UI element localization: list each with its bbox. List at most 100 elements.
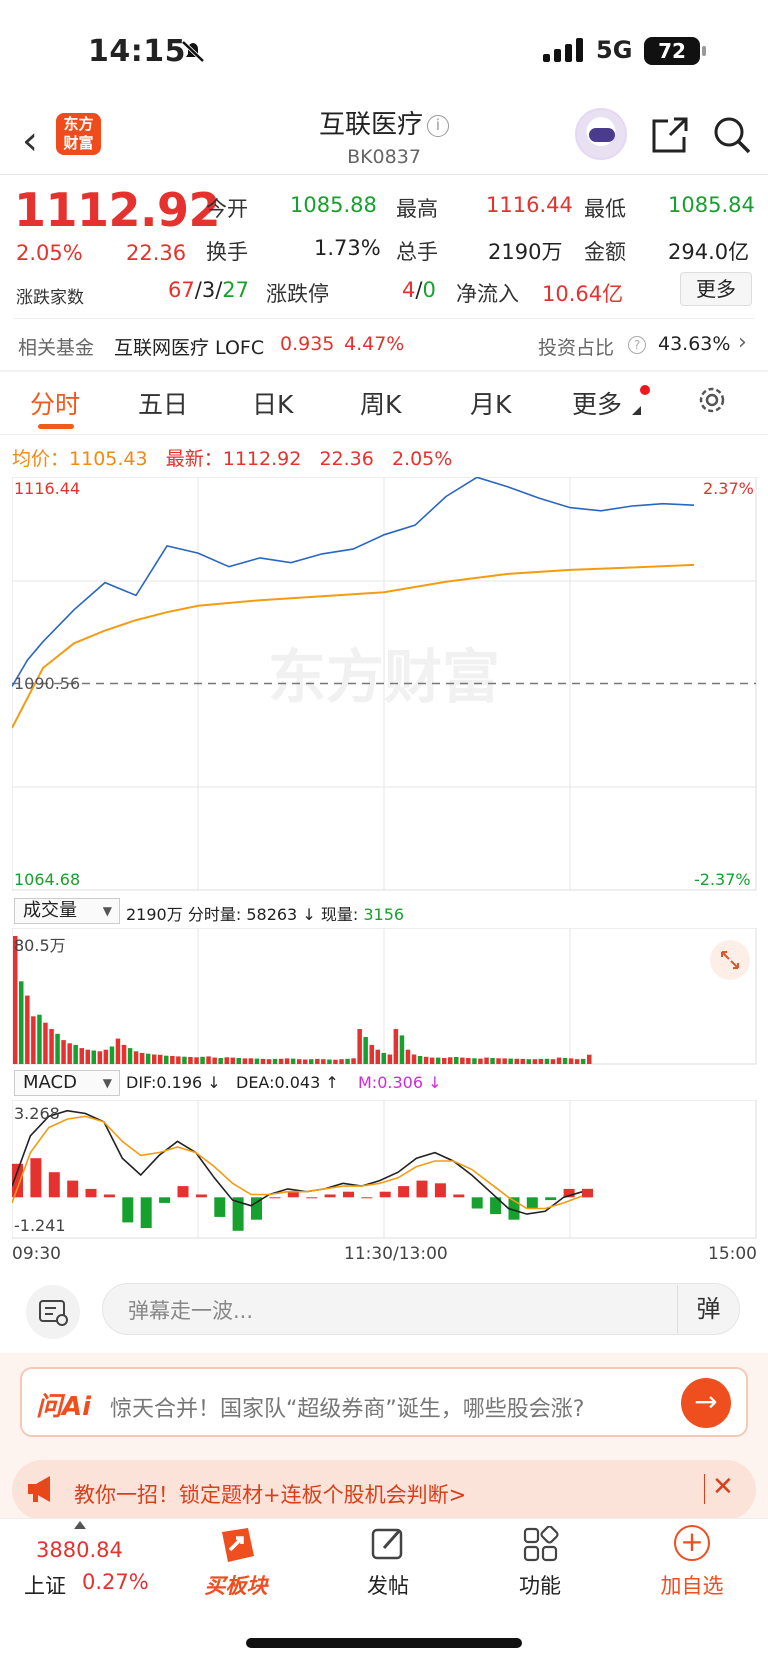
edit-post-icon bbox=[371, 1528, 403, 1560]
macd-indicator-dropdown[interactable]: MACD ▼ bbox=[14, 1070, 120, 1096]
volume-bar bbox=[484, 1057, 489, 1064]
ai-logo: 问Ai bbox=[36, 1392, 92, 1422]
index-name[interactable]: 上证 bbox=[24, 1574, 66, 1598]
macd-histogram-bar bbox=[287, 1191, 299, 1198]
nav-post[interactable]: 发帖 bbox=[367, 1574, 409, 1598]
danmaku-toggle-button[interactable]: 弹 bbox=[677, 1285, 739, 1333]
latest-value: 1112.92 bbox=[222, 448, 302, 470]
volume-bar bbox=[423, 1056, 429, 1064]
dropdown-label: MACD bbox=[23, 1072, 77, 1093]
list-settings-icon bbox=[39, 1300, 68, 1326]
ai-question-banner[interactable] bbox=[20, 1367, 748, 1437]
page-title[interactable]: 互联医疗 i bbox=[0, 104, 768, 141]
volume-bar bbox=[562, 1058, 568, 1064]
volume-bar bbox=[363, 1037, 368, 1064]
tip-close-button[interactable]: ✕ bbox=[712, 1472, 734, 1502]
expand-button[interactable] bbox=[710, 940, 750, 980]
intraday-price-chart[interactable]: 东方财富 bbox=[12, 477, 757, 891]
macd-histogram-bar bbox=[195, 1194, 207, 1198]
megaphone-icon bbox=[28, 1476, 50, 1502]
current-value: 3156 bbox=[363, 905, 405, 924]
macd-histogram-bar bbox=[379, 1191, 391, 1198]
volume-bar bbox=[25, 995, 30, 1064]
functions-grid-icon bbox=[523, 1526, 559, 1562]
nav-buy-sector[interactable]: 买板块 bbox=[204, 1574, 268, 1598]
high-label: 最高 bbox=[396, 197, 438, 221]
volume-bar bbox=[13, 936, 18, 1064]
pct-label-bottom: -2.37% bbox=[694, 870, 751, 889]
fund-name[interactable]: 互联网医疗 LOFC bbox=[114, 337, 265, 359]
intraday-summary: 均价：1105.43 最新：1112.92 22.36 2.05% bbox=[12, 444, 452, 471]
share-icon[interactable] bbox=[650, 115, 690, 155]
nav-functions[interactable]: 功能 bbox=[519, 1574, 561, 1598]
limit-label: 涨跌停 bbox=[266, 282, 329, 306]
search-icon[interactable] bbox=[712, 115, 752, 155]
volume-bar bbox=[411, 1054, 417, 1064]
tab-weekly-k[interactable]: 周K bbox=[360, 390, 402, 419]
volume-bar bbox=[182, 1056, 187, 1064]
volume-indicator-dropdown[interactable]: 成交量 ▼ bbox=[14, 898, 120, 924]
turnover-value: 1.73% bbox=[314, 236, 381, 260]
volume-bar bbox=[224, 1057, 229, 1064]
pct-label-top: 2.37% bbox=[703, 479, 754, 498]
info-icon[interactable]: i bbox=[427, 115, 449, 137]
ai-go-button[interactable]: → bbox=[681, 1378, 731, 1428]
macd-histogram-bar bbox=[140, 1197, 152, 1228]
more-button[interactable]: 更多 bbox=[680, 272, 752, 306]
tab-monthly-k[interactable]: 月K bbox=[470, 390, 512, 419]
volume-bar bbox=[230, 1057, 235, 1064]
tab-intraday[interactable]: 分时 bbox=[30, 390, 81, 419]
volume-bar bbox=[109, 1046, 115, 1064]
volume-bar bbox=[297, 1059, 302, 1064]
price-line bbox=[12, 477, 695, 687]
tip-banner[interactable] bbox=[12, 1460, 756, 1520]
volume-bar bbox=[19, 981, 24, 1064]
ai-question-text[interactable]: 惊天合并！国家队“超级券商”诞生，哪些股会涨? bbox=[110, 1397, 585, 1422]
index-pct[interactable]: 0.27% bbox=[82, 1570, 149, 1594]
help-icon[interactable]: ? bbox=[628, 336, 646, 354]
volume-chart[interactable] bbox=[12, 928, 757, 1065]
macd-chart[interactable] bbox=[12, 1100, 757, 1239]
settings-gear-icon[interactable] bbox=[696, 384, 728, 416]
volume-bar bbox=[85, 1049, 90, 1064]
danmaku-input[interactable] bbox=[102, 1283, 740, 1335]
netflow-value: 10.64亿 bbox=[542, 282, 624, 306]
volume-bar bbox=[115, 1038, 121, 1064]
volume-bar bbox=[345, 1058, 350, 1064]
tip-text[interactable]: 教你一招！锁定题材+连板个股机会判断> bbox=[74, 1483, 467, 1507]
watermark: 东方财富 bbox=[268, 645, 500, 710]
volume-bar bbox=[188, 1057, 193, 1064]
index-value[interactable]: 3880.84 bbox=[36, 1538, 123, 1562]
macd-histogram-bar bbox=[471, 1197, 483, 1209]
nav-add-watch[interactable]: 加自选 bbox=[660, 1574, 724, 1598]
breadth-flat: 3 bbox=[201, 278, 216, 302]
status-time: 14:15 bbox=[88, 34, 186, 69]
tab-daily-k[interactable]: 日K bbox=[252, 390, 294, 419]
volume-bar bbox=[393, 1029, 399, 1064]
macd-histogram-bar bbox=[103, 1194, 115, 1198]
tab-five-day[interactable]: 五日 bbox=[138, 390, 189, 419]
danmaku-list-button[interactable] bbox=[26, 1285, 80, 1339]
breadth-up: 67 bbox=[168, 278, 195, 302]
tab-more[interactable]: 更多 bbox=[572, 390, 623, 419]
volume-bar bbox=[496, 1058, 501, 1064]
macd-histogram-bar bbox=[582, 1188, 593, 1198]
ratio-value: 43.63% bbox=[658, 333, 731, 355]
dea-line bbox=[12, 1115, 583, 1210]
danmaku-placeholder: 弹幕走一波... bbox=[128, 1299, 254, 1323]
volume-bar bbox=[49, 1029, 54, 1064]
volume-bar bbox=[315, 1058, 320, 1064]
breadth-label: 涨跌家数 bbox=[16, 288, 84, 308]
app-logo[interactable]: 东方 财富 bbox=[56, 113, 101, 155]
netflow-label: 净流入 bbox=[456, 282, 519, 306]
open-value: 1085.88 bbox=[290, 193, 377, 217]
chevron-right-icon[interactable]: › bbox=[738, 330, 747, 355]
assistant-avatar-icon[interactable] bbox=[575, 108, 627, 160]
volume-bar bbox=[206, 1056, 211, 1064]
macd-dif: DIF:0.196 ↓ bbox=[126, 1073, 221, 1092]
volume-bar bbox=[333, 1059, 338, 1064]
back-button[interactable]: ‹ bbox=[22, 118, 38, 164]
volume-bar bbox=[254, 1058, 260, 1064]
macd-histogram-bar bbox=[545, 1197, 557, 1201]
down-arrow-icon: ↓ bbox=[302, 905, 316, 924]
